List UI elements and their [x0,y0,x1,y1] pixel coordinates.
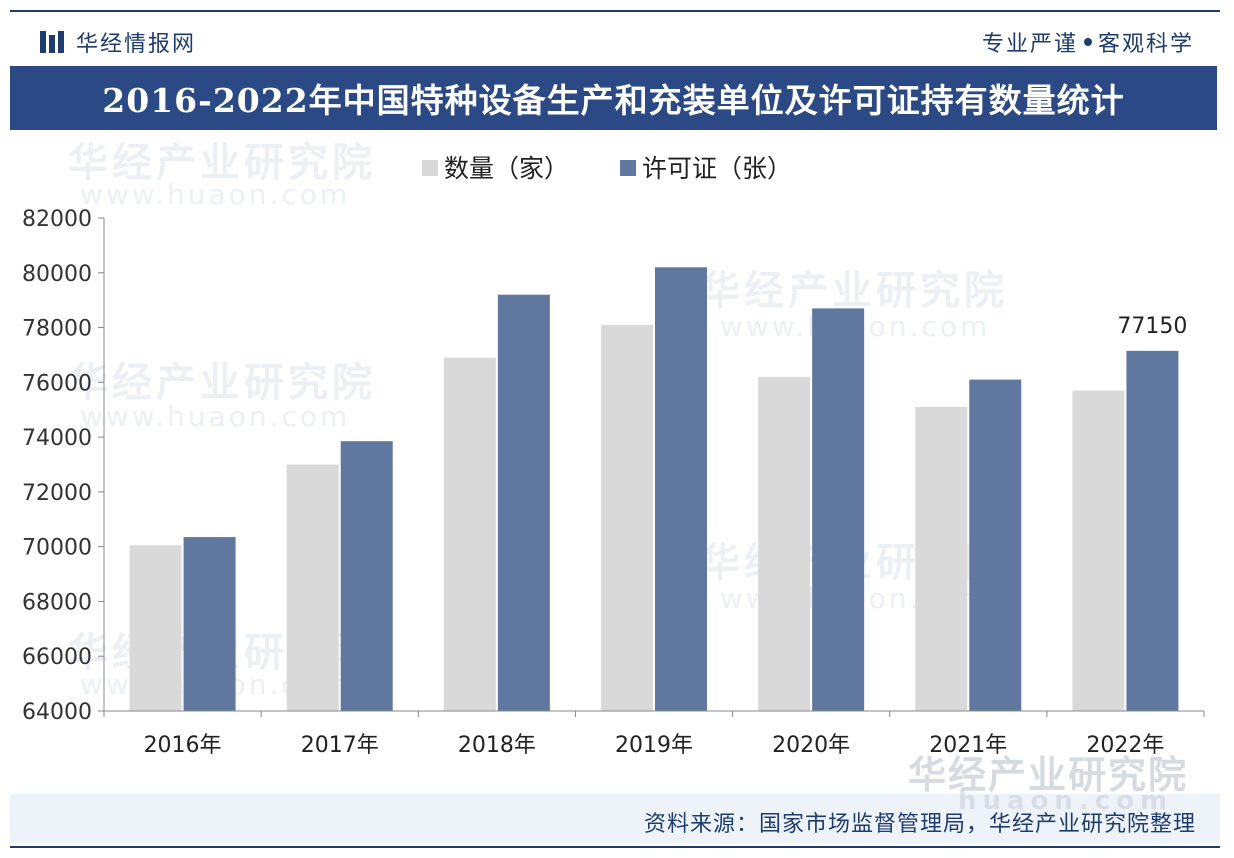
separator-dot-icon [1083,38,1092,46]
title-bar: 2016-2022年中国特种设备生产和充装单位及许可证持有数量统计 [10,66,1217,130]
corner-watermark-url: huaon.com [958,786,1174,816]
slogan-left: 专业严谨 [981,32,1078,57]
bar [915,406,968,711]
data-labels: 77150 [1117,314,1187,339]
y-tick-label: 64000 [22,700,92,725]
y-tick-label: 66000 [22,645,92,670]
source-note: 资料来源：国家市场监督管理局，华经产业研究院整理 [643,812,1196,837]
bar-groups [129,267,1179,711]
x-axis: 2016年 2017年 2018年 2019年 2020年 2021年 2022年 [103,710,1205,758]
x-tick-label: 2017年 [301,733,379,758]
watermark-text: 华经产业研究院 [700,268,1008,314]
slogan-right: 客观科学 [1097,32,1194,57]
footer-bar [10,794,1220,844]
bar [601,324,653,711]
y-tick-label: 80000 [22,262,92,287]
x-tick-label: 2022年 [1086,733,1164,758]
brand-logo-icon [40,31,64,53]
y-tick-label: 78000 [22,317,92,342]
bar [812,308,865,711]
x-tick-label: 2018年 [458,733,536,758]
chart-title: 2016-2022年中国特种设备生产和充装单位及许可证持有数量统计 [102,81,1125,120]
x-tick-label: 2021年 [929,733,1007,758]
x-tick-label: 2020年 [772,733,850,758]
watermark-text: 华经产业研究院 [68,360,376,406]
bar [286,464,339,711]
y-tick-label: 82000 [22,207,92,232]
top-rule [10,10,1220,12]
x-tick-label: 2016年 [144,733,222,758]
legend-swatch [422,160,438,176]
watermark-url: www.huaon.com [80,178,351,211]
bar [129,545,182,711]
bar [969,379,1022,711]
bar [497,294,550,711]
y-tick-label: 76000 [22,371,92,396]
brand: 华经情报网 [38,26,196,58]
bar [183,537,236,711]
watermark-url: www.huaon.com [80,400,351,433]
y-tick-label: 68000 [22,590,92,615]
bar [655,267,707,711]
brand-name: 华经情报网 [76,32,197,57]
bar [1072,390,1125,711]
legend-label: 数量（家） [444,154,569,183]
bar [1126,350,1179,711]
y-axis: 64000 66000 68000 70000 72000 74000 76000 78000… [22,207,105,725]
y-tick-label: 74000 [22,426,92,451]
y-tick-label: 70000 [22,536,92,561]
chart-legend: 数量（家） 许可证（张） [422,154,792,183]
corner-watermark-text: 华经产业研究院 [908,753,1189,797]
y-tick-label: 72000 [22,481,92,506]
x-tick-label: 2019年 [615,733,693,758]
bar [340,441,393,711]
bar [758,376,811,711]
data-label: 77150 [1117,314,1187,339]
bar [443,357,496,711]
legend-label: 许可证（张） [642,154,792,183]
slogan: 专业严谨 客观科学 [982,26,1194,58]
bottom-rule [10,846,1220,848]
watermark-text: 华经产业研究院 [68,140,376,186]
legend-swatch [620,160,636,176]
